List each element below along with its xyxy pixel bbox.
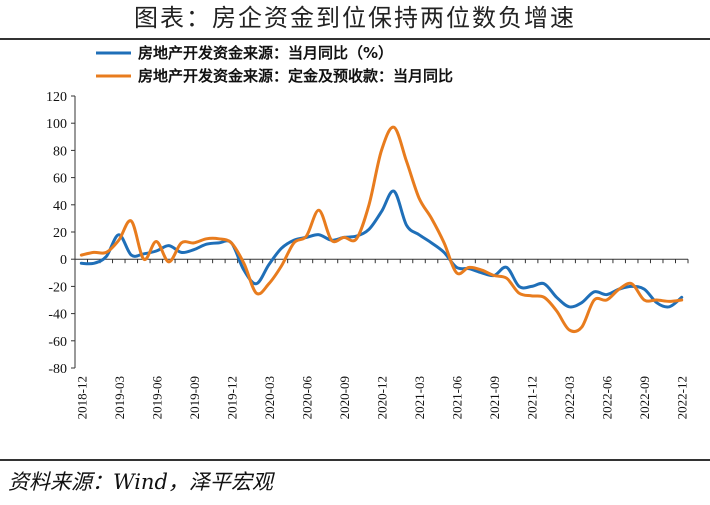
x-tick-label: 2019-03 xyxy=(112,376,127,419)
legend-label-2: 房地产开发资金来源：定金及预收款：当月同比 xyxy=(138,67,453,85)
x-tick-label: 2022-12 xyxy=(675,376,690,419)
y-tick-label: 100 xyxy=(46,117,67,132)
y-tick-label: 20 xyxy=(53,226,67,241)
source-rule xyxy=(0,459,710,461)
y-tick-label: -60 xyxy=(48,335,67,350)
x-tick-label: 2018-12 xyxy=(74,376,89,419)
x-tick-label: 2021-09 xyxy=(487,376,502,419)
x-tick-label: 2022-06 xyxy=(600,376,615,420)
x-tick-label: 2020-06 xyxy=(299,376,314,420)
line-chart: 房地产开发资金来源：当月同比（%） 房地产开发资金来源：定金及预收款：当月同比 -… xyxy=(46,44,690,420)
x-tick-label: 2020-09 xyxy=(337,376,352,419)
y-tick-label: 60 xyxy=(53,172,67,187)
x-tick-label: 2021-12 xyxy=(525,376,540,419)
x-tick-label: 2022-03 xyxy=(562,376,577,419)
y-tick-label: 40 xyxy=(53,199,67,214)
y-tick-label: 0 xyxy=(60,253,67,268)
series-lines xyxy=(79,125,684,334)
y-tick-label: -80 xyxy=(48,362,67,377)
x-tick-label: 2019-09 xyxy=(187,376,202,419)
source-note: 资料来源：Wind，泽平宏观 xyxy=(8,470,273,494)
x-tick-label: 2022-09 xyxy=(637,376,652,419)
y-tick-label: -40 xyxy=(48,308,67,323)
y-axis: -80 -60 -40 -20 0 20 40 60 80 100 120 xyxy=(46,90,76,377)
series-line-2 xyxy=(79,125,684,334)
legend-label-1: 房地产开发资金来源：当月同比（%） xyxy=(138,44,393,62)
y-tick-label: 120 xyxy=(46,90,67,105)
x-tick-label: 2020-12 xyxy=(375,376,390,419)
x-tick-label: 2021-03 xyxy=(412,376,427,419)
x-tick-label: 2019-12 xyxy=(224,376,239,419)
x-tick-label: 2020-03 xyxy=(262,376,277,419)
y-tick-label: -20 xyxy=(48,280,67,295)
title-rule xyxy=(0,38,710,40)
x-tick-label: 2021-06 xyxy=(450,376,465,420)
y-tick-label: 80 xyxy=(53,144,67,159)
legend: 房地产开发资金来源：当月同比（%） 房地产开发资金来源：定金及预收款：当月同比 xyxy=(96,44,453,85)
x-tick-label: 2019-06 xyxy=(149,376,164,420)
x-axis: 2018-12 2019-03 2019-06 2019-09 2019-12 2020-… xyxy=(74,258,690,420)
chart-title: 图表：房企资金到位保持两位数负增速 xyxy=(134,4,576,32)
series-line-1 xyxy=(79,189,684,309)
